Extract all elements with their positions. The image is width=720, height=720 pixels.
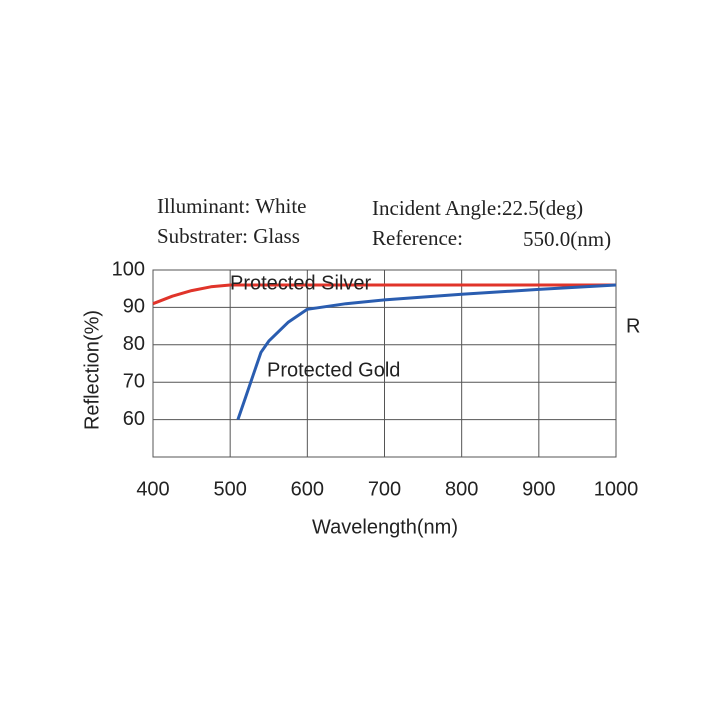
y-tick-label: 60 [123, 408, 145, 430]
x-axis-label: Wavelength(nm) [312, 516, 458, 538]
x-tick-label: 800 [445, 478, 478, 500]
note: Reference: [372, 226, 463, 250]
note: Illuminant: White [157, 194, 307, 218]
note: 550.0(nm) [523, 227, 611, 251]
y-axis-label: Reflection(%) [81, 310, 103, 430]
series-label: Protected Gold [267, 359, 400, 381]
x-tick-label: 500 [213, 478, 246, 500]
series-line [152, 283, 616, 306]
series-label: Protected Silver [230, 272, 372, 294]
note: Incident Angle:22.5(deg) [372, 196, 583, 220]
x-tick-label: 400 [136, 478, 169, 500]
x-tick-label: 1000 [594, 478, 639, 500]
x-tick-label: 900 [522, 478, 555, 500]
x-tick-label: 600 [291, 478, 324, 500]
note: Substrater: Glass [157, 224, 300, 248]
y-tick-label: 70 [123, 370, 145, 392]
y-tick-label: 100 [112, 258, 145, 280]
series-line [236, 283, 617, 421]
x-tick-label: 700 [368, 478, 401, 500]
y-tick-label: 90 [123, 296, 145, 318]
annotation: R [626, 315, 640, 337]
y-tick-label: 80 [123, 333, 145, 355]
